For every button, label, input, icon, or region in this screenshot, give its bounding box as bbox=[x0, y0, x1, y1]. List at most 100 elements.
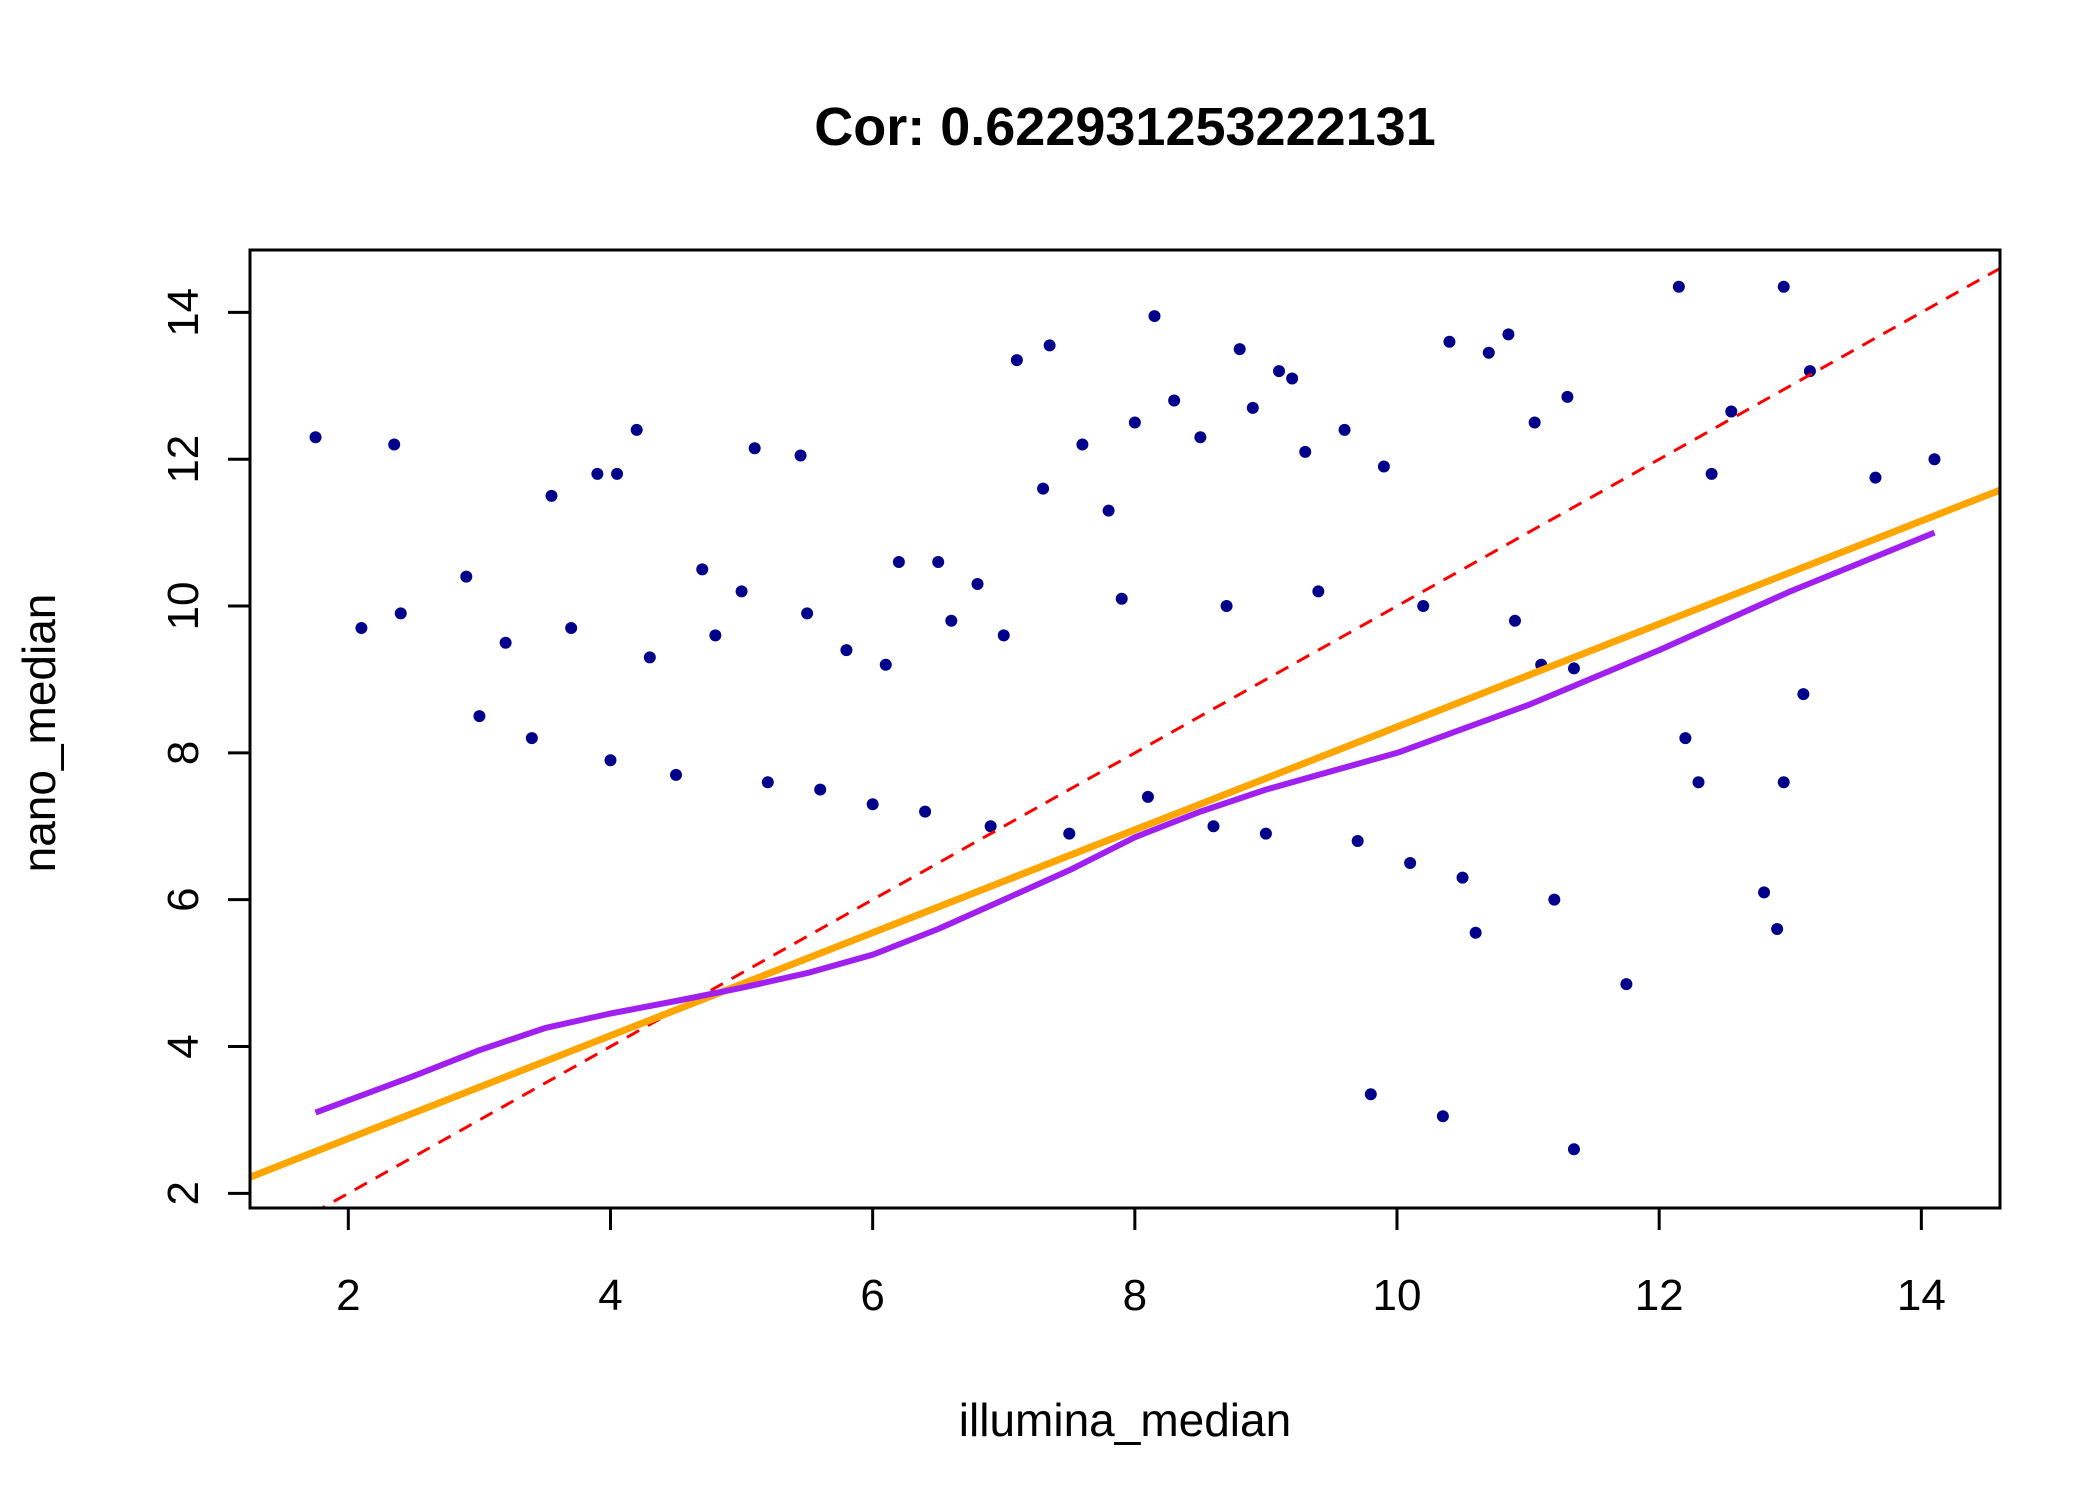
data-point bbox=[1377, 460, 1390, 473]
y-tick-label: 6 bbox=[159, 887, 208, 911]
data-point bbox=[355, 622, 368, 635]
data-point bbox=[1063, 827, 1076, 840]
data-point bbox=[696, 563, 709, 576]
data-point bbox=[309, 431, 322, 444]
data-point bbox=[545, 489, 558, 502]
data-point bbox=[1141, 790, 1154, 803]
data-point bbox=[1482, 346, 1495, 359]
data-point bbox=[1567, 662, 1580, 675]
data-point bbox=[611, 467, 624, 480]
scatter-points bbox=[309, 280, 1941, 1156]
data-point bbox=[1705, 467, 1718, 480]
data-point bbox=[1312, 585, 1325, 598]
data-point bbox=[1797, 688, 1810, 701]
data-point bbox=[840, 644, 853, 657]
data-point bbox=[971, 578, 984, 591]
data-point bbox=[1128, 416, 1141, 429]
y-tick-label: 8 bbox=[159, 741, 208, 765]
y-tick-label: 2 bbox=[159, 1181, 208, 1205]
data-point bbox=[748, 442, 761, 455]
data-point bbox=[1010, 354, 1023, 367]
fit-lines bbox=[250, 267, 2000, 1208]
data-point bbox=[499, 636, 512, 649]
data-point bbox=[1037, 482, 1050, 495]
data-point bbox=[997, 629, 1010, 642]
data-point bbox=[1469, 926, 1482, 939]
data-point bbox=[919, 805, 932, 818]
y-tick-label: 4 bbox=[159, 1034, 208, 1058]
data-point bbox=[670, 768, 683, 781]
data-point bbox=[1259, 827, 1272, 840]
data-point bbox=[945, 614, 958, 627]
data-point bbox=[1286, 372, 1299, 385]
data-point bbox=[1443, 335, 1456, 348]
chart-title: Cor: 0.622931253222131 bbox=[814, 97, 1436, 157]
data-point bbox=[643, 651, 656, 664]
data-point bbox=[630, 423, 643, 436]
data-point bbox=[1246, 401, 1259, 414]
data-point bbox=[1456, 871, 1469, 884]
data-point bbox=[1417, 600, 1430, 613]
data-point bbox=[1502, 328, 1515, 341]
data-point bbox=[1928, 453, 1941, 466]
x-tick-label: 6 bbox=[860, 1271, 884, 1320]
data-point bbox=[1777, 776, 1790, 789]
data-point bbox=[709, 629, 722, 642]
x-tick-label: 2 bbox=[336, 1271, 360, 1320]
data-point bbox=[1758, 886, 1771, 899]
y-axis-label: nano_median bbox=[13, 594, 65, 873]
data-point bbox=[1102, 504, 1115, 517]
data-point bbox=[814, 783, 827, 796]
data-point bbox=[1076, 438, 1089, 451]
data-point bbox=[761, 776, 774, 789]
x-tick-label: 14 bbox=[1897, 1271, 1946, 1320]
data-point bbox=[1528, 416, 1541, 429]
data-point bbox=[1620, 978, 1633, 991]
data-point bbox=[1115, 592, 1128, 605]
data-point bbox=[525, 732, 538, 745]
data-point bbox=[1220, 600, 1233, 613]
data-point bbox=[1273, 365, 1286, 378]
x-axis-label: illumina_median bbox=[959, 1394, 1291, 1446]
data-point bbox=[1672, 280, 1685, 293]
y-tick-label: 14 bbox=[159, 288, 208, 337]
data-point bbox=[1168, 394, 1181, 407]
x-tick-label: 4 bbox=[598, 1271, 622, 1320]
data-point bbox=[1299, 445, 1312, 458]
data-point bbox=[1508, 614, 1521, 627]
data-point bbox=[1233, 343, 1246, 356]
data-point bbox=[1771, 923, 1784, 936]
data-point bbox=[388, 438, 401, 451]
data-point bbox=[1692, 776, 1705, 789]
data-point bbox=[1404, 856, 1417, 869]
x-tick-label: 10 bbox=[1373, 1271, 1422, 1320]
plot-frame bbox=[248, 248, 2002, 1210]
data-point bbox=[866, 798, 879, 811]
x-tick-label: 8 bbox=[1123, 1271, 1147, 1320]
smooth-line bbox=[314, 529, 1936, 1116]
y-tick-label: 12 bbox=[159, 435, 208, 484]
data-point bbox=[1567, 1143, 1580, 1156]
data-point bbox=[932, 555, 945, 568]
data-point bbox=[394, 607, 407, 620]
data-point bbox=[1207, 820, 1220, 833]
data-point bbox=[604, 754, 617, 767]
data-point bbox=[794, 449, 807, 462]
data-point bbox=[1148, 310, 1161, 323]
data-point bbox=[879, 658, 892, 671]
data-point bbox=[1194, 431, 1207, 444]
data-point bbox=[460, 570, 473, 583]
data-point bbox=[1679, 732, 1692, 745]
data-point bbox=[1548, 893, 1561, 906]
data-point bbox=[1351, 834, 1364, 847]
data-point bbox=[1777, 280, 1790, 293]
data-point bbox=[1436, 1110, 1449, 1123]
regression-line bbox=[250, 486, 2000, 1181]
data-point bbox=[473, 710, 486, 723]
data-point bbox=[1338, 423, 1351, 436]
data-point bbox=[565, 622, 578, 635]
data-point bbox=[735, 585, 748, 598]
data-point bbox=[1803, 365, 1816, 378]
